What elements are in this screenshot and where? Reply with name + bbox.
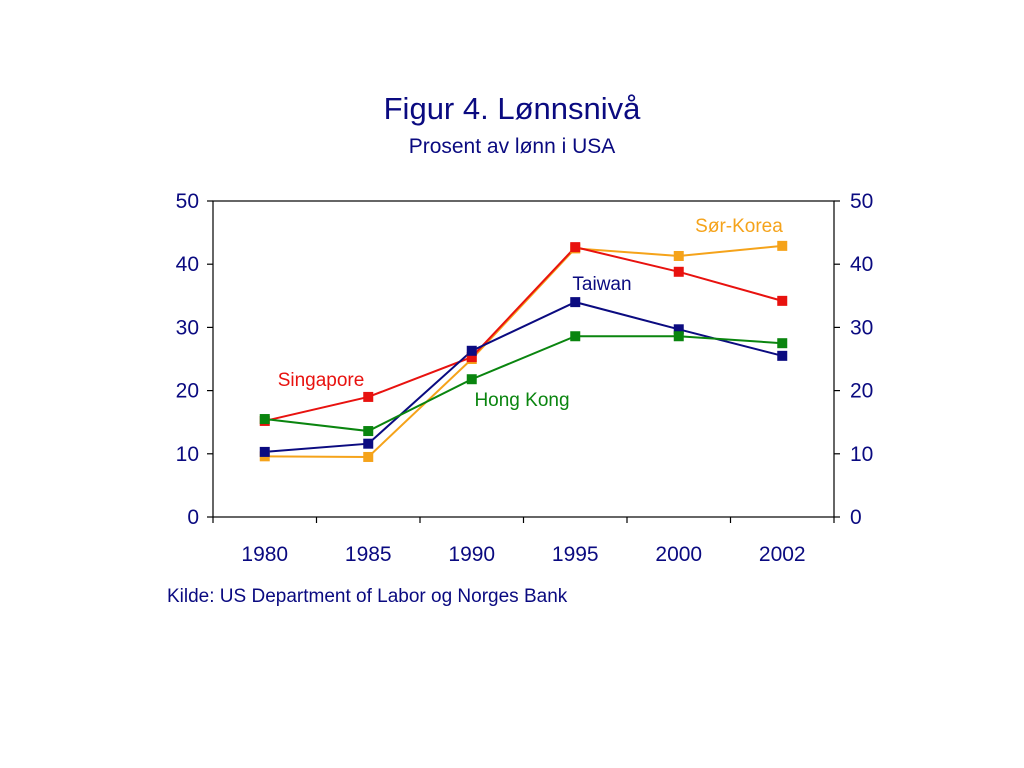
data-point <box>259 446 270 457</box>
data-point <box>570 242 581 253</box>
data-point <box>466 374 477 385</box>
data-point <box>570 331 581 342</box>
x-tick-label: 1990 <box>448 543 495 566</box>
series-label: Taiwan <box>572 274 631 295</box>
series-line <box>264 335 783 433</box>
y-tick-label-right: 0 <box>850 506 862 529</box>
data-point <box>570 297 581 308</box>
y-tick-label-right: 10 <box>850 443 873 466</box>
series-label: Hong Kong <box>474 390 569 411</box>
series-line <box>264 246 783 422</box>
data-point <box>673 331 684 342</box>
series-label: Sør-Korea <box>695 216 783 237</box>
series-line <box>264 301 783 453</box>
chart-subtitle: Prosent av lønn i USA <box>408 135 616 158</box>
chart-source: Kilde: US Department of Labor og Norges … <box>167 586 568 607</box>
data-point <box>673 266 684 277</box>
y-tick-label-right: 50 <box>850 190 873 213</box>
data-point <box>673 250 684 261</box>
y-tick-label-right: 30 <box>850 316 873 339</box>
y-tick-label-left: 0 <box>187 506 199 529</box>
series-line <box>264 244 783 458</box>
x-tick-label: 2002 <box>759 543 806 566</box>
data-point <box>363 451 374 462</box>
data-point <box>363 438 374 449</box>
series-label: Singapore <box>278 370 365 391</box>
data-point <box>777 338 788 349</box>
y-tick-label-left: 50 <box>176 190 199 213</box>
y-tick-label-left: 20 <box>176 380 199 403</box>
y-axis-right: 0 10 20 30 40 50 <box>834 190 873 529</box>
series-lines <box>264 244 783 458</box>
y-tick-label-left: 40 <box>176 253 199 276</box>
y-tick-label-left: 10 <box>176 443 199 466</box>
y-tick-label-right: 40 <box>850 253 873 276</box>
data-point <box>259 414 270 425</box>
data-point <box>777 295 788 306</box>
series-labels: Sør-Korea Singapore Taiwan Hong Kong <box>278 216 784 411</box>
data-point <box>466 352 477 363</box>
data-point <box>363 391 374 402</box>
x-tick-label: 2000 <box>655 543 702 566</box>
data-point <box>673 324 684 335</box>
plot-frame <box>212 200 835 518</box>
data-point <box>777 350 788 361</box>
series-markers <box>259 240 788 462</box>
data-point <box>777 240 788 251</box>
y-axis-left: 0 10 20 30 40 50 <box>176 190 213 529</box>
y-tick-label-left: 30 <box>176 316 199 339</box>
x-tick-label: 1985 <box>345 543 392 566</box>
chart-title: Figur 4. Lønnsnivå <box>383 91 641 126</box>
data-point <box>466 345 477 356</box>
data-point <box>363 426 374 437</box>
x-axis: 1980 1985 1990 1995 2000 2002 <box>212 517 835 566</box>
y-tick-label-right: 20 <box>850 380 873 403</box>
x-tick-label: 1980 <box>241 543 288 566</box>
x-tick-label: 1995 <box>552 543 599 566</box>
